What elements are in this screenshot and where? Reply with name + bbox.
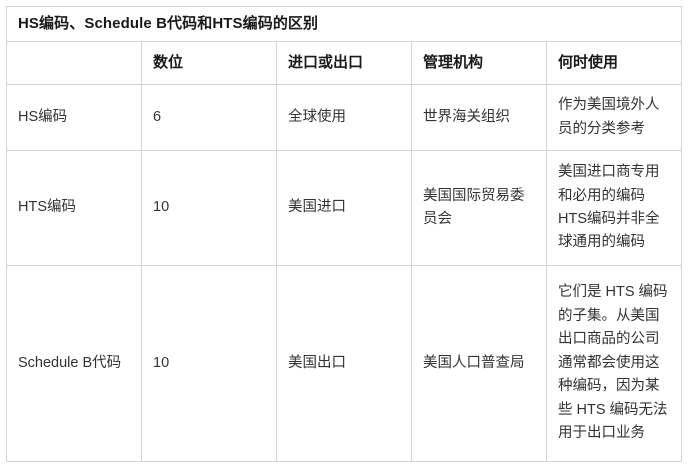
cell-code-name: Schedule B代码 [6, 265, 142, 462]
comparison-table-container: HS编码、Schedule B代码和HTS编码的区别 数位 进口或出口 管理机构… [6, 6, 682, 462]
column-header-name [6, 41, 142, 85]
cell-usage: 它们是 HTS 编码的子集。从美国出口商品的公司通常都会使用这种编码，因为某些 … [546, 265, 682, 462]
cell-usage: 作为美国境外人员的分类参考 [546, 84, 682, 151]
table-title: HS编码、Schedule B代码和HTS编码的区别 [6, 6, 682, 42]
table-header-row: 数位 进口或出口 管理机构 何时使用 [6, 41, 682, 85]
cell-direction: 美国进口 [276, 150, 412, 266]
column-header-digits: 数位 [141, 41, 277, 85]
cell-authority: 美国人口普查局 [411, 265, 547, 462]
table-row: HS编码 6 全球使用 世界海关组织 作为美国境外人员的分类参考 [6, 84, 682, 151]
cell-authority: 世界海关组织 [411, 84, 547, 151]
cell-authority: 美国国际贸易委员会 [411, 150, 547, 266]
cell-direction: 全球使用 [276, 84, 412, 151]
column-header-direction: 进口或出口 [276, 41, 412, 85]
cell-digits: 10 [141, 265, 277, 462]
comparison-table: HS编码、Schedule B代码和HTS编码的区别 数位 进口或出口 管理机构… [6, 6, 682, 462]
cell-digits: 6 [141, 84, 277, 151]
cell-digits: 10 [141, 150, 277, 266]
cell-direction: 美国出口 [276, 265, 412, 462]
cell-usage: 美国进口商专用和必用的编码HTS编码并非全球通用的编码 [546, 150, 682, 266]
table-row: HTS编码 10 美国进口 美国国际贸易委员会 美国进口商专用和必用的编码HTS… [6, 150, 682, 266]
cell-code-name: HTS编码 [6, 150, 142, 266]
column-header-usage: 何时使用 [546, 41, 682, 85]
column-header-authority: 管理机构 [411, 41, 547, 85]
table-row: Schedule B代码 10 美国出口 美国人口普查局 它们是 HTS 编码的… [6, 265, 682, 462]
table-title-row: HS编码、Schedule B代码和HTS编码的区别 [6, 6, 682, 42]
cell-code-name: HS编码 [6, 84, 142, 151]
